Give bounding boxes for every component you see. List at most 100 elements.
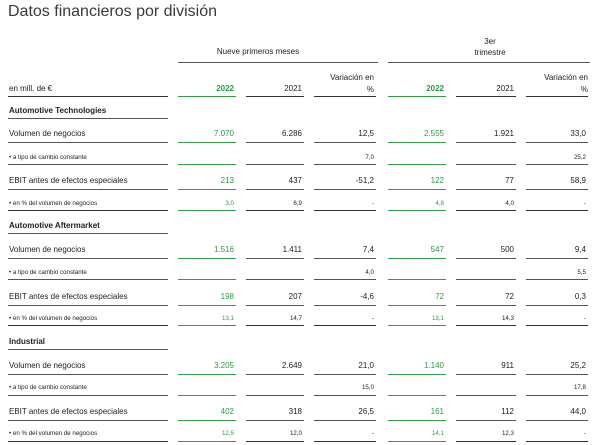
row-rule-2021-b — [456, 210, 516, 211]
cell-var-b: - — [583, 200, 586, 207]
cell-2022-a: 198 — [220, 292, 234, 301]
row-rule-2022-b — [388, 142, 446, 143]
row-rule-2021-b — [456, 325, 516, 326]
row-rule-2022-b — [388, 189, 446, 190]
cell-2021-b: 12,3 — [501, 430, 514, 437]
cell-2021-a: 12,0 — [289, 430, 302, 437]
row-rule-var-b — [526, 258, 588, 259]
row-rule-label — [8, 420, 168, 421]
cell-var-a: 12,5 — [358, 129, 374, 138]
row-rule-2022-b — [388, 420, 446, 421]
cell-2021-a: 14,7 — [289, 315, 302, 322]
cell-var-a: -4,6 — [360, 292, 374, 301]
row-rule-var-b — [526, 374, 588, 375]
row-rule-2022-a — [178, 374, 236, 375]
cell-var-b: 44,0 — [570, 407, 586, 416]
cell-var-a: 4,0 — [365, 269, 374, 276]
row-label: • en % del volumen de negocios — [9, 315, 98, 322]
row-rule-2022-a — [178, 325, 236, 326]
header-var-a-line1: Variación en — [330, 73, 374, 82]
row-rule-var-a — [314, 325, 376, 326]
header-2021-b: 2021 — [496, 84, 514, 93]
row-rule-2022-b — [388, 325, 446, 326]
cell-2022-b: 13,1 — [431, 315, 444, 322]
row-rule-2021-a — [246, 210, 304, 211]
cell-2021-b: 911 — [501, 361, 514, 370]
row-label: EBIT antes de efectos especiales — [9, 292, 128, 301]
row-rule-2022-b — [388, 279, 446, 280]
row-rule-label — [8, 325, 168, 326]
header-2022-b: 2022 — [426, 84, 444, 93]
row-rule-2021-a — [246, 164, 304, 165]
cell-2021-a: 207 — [288, 292, 302, 301]
row-rule-var-a — [314, 189, 376, 190]
row-rule-2022-b — [388, 210, 446, 211]
cell-var-b: - — [583, 315, 586, 322]
cell-2022-b: 161 — [430, 407, 444, 416]
header-var-b-line2: % — [580, 85, 588, 94]
row-rule-2022-b — [388, 164, 446, 165]
row-rule-2021-b — [456, 258, 516, 259]
row-rule-var-b — [526, 325, 588, 326]
cell-var-a: - — [371, 430, 374, 437]
section-rule — [8, 349, 168, 350]
row-rule-var-b — [526, 305, 588, 306]
row-rule-2022-b — [388, 441, 446, 442]
row-rule-var-a — [314, 305, 376, 306]
row-rule-var-a — [314, 258, 376, 259]
section-rule — [8, 118, 168, 119]
row-rule-2022-b — [388, 374, 446, 375]
cell-2022-b: 1.140 — [423, 361, 444, 370]
row-label: • a tipo de cambio constante — [9, 384, 87, 391]
row-rule-2022-a — [178, 441, 236, 442]
row-rule-2022-a — [178, 210, 236, 211]
cell-2021-a: 1.411 — [282, 245, 302, 254]
cell-var-b: 17,8 — [573, 384, 586, 391]
cell-2022-b: 14,1 — [431, 430, 444, 437]
row-rule-label — [8, 374, 168, 375]
header-2022-a: 2022 — [216, 84, 234, 93]
page-title: Datos financieros por división — [8, 3, 217, 20]
row-rule-var-a — [314, 374, 376, 375]
section-title-automotive-technologies: Automotive Technologies — [9, 106, 107, 115]
row-label: • en % del volumen de negocios — [9, 200, 98, 207]
row-rule-2022-a — [178, 189, 236, 190]
cell-2021-b: 112 — [501, 407, 514, 416]
row-label: • en % del volumen de negocios — [9, 430, 98, 437]
row-rule-2021-a — [246, 395, 304, 396]
row-label: EBIT antes de efectos especiales — [9, 407, 128, 416]
row-rule-var-a — [314, 279, 376, 280]
row-rule-2022-a — [178, 420, 236, 421]
row-label: Volumen de negocios — [9, 245, 86, 254]
row-rule-var-b — [526, 164, 588, 165]
cell-2022-a: 13,1 — [221, 315, 234, 322]
row-label: EBIT antes de efectos especiales — [9, 176, 128, 185]
cell-var-b: 5,5 — [577, 269, 586, 276]
cell-2021-a: 437 — [288, 176, 302, 185]
row-rule-2021-b — [456, 395, 516, 396]
row-rule-var-b — [526, 420, 588, 421]
row-rule-2022-a — [178, 395, 236, 396]
section-rule — [8, 233, 168, 234]
row-rule-label — [8, 395, 168, 396]
cell-var-b: - — [583, 430, 586, 437]
header-var-a-line2: % — [366, 85, 374, 94]
header-rule-2021-a — [246, 96, 304, 97]
row-rule-var-b — [526, 441, 588, 442]
group-header-quarter: 3er trimestre — [440, 36, 540, 58]
cell-var-a: 15,0 — [361, 384, 374, 391]
cell-var-a: 26,5 — [358, 407, 374, 416]
row-rule-2021-b — [456, 374, 516, 375]
cell-2022-a: 12,5 — [221, 430, 234, 437]
header-rule-label — [8, 96, 168, 97]
row-rule-var-b — [526, 142, 588, 143]
section-title-industrial: Industrial — [9, 337, 46, 346]
group-header-nine-months: Nueve primeros meses — [216, 47, 300, 56]
row-rule-2021-b — [456, 279, 516, 280]
row-rule-label — [8, 279, 168, 280]
header-var-a: Variación en % — [310, 72, 374, 96]
row-rule-2021-a — [246, 325, 304, 326]
cell-var-a: 7,0 — [365, 154, 374, 161]
header-2021-a: 2021 — [284, 84, 302, 93]
row-rule-2021-a — [246, 420, 304, 421]
